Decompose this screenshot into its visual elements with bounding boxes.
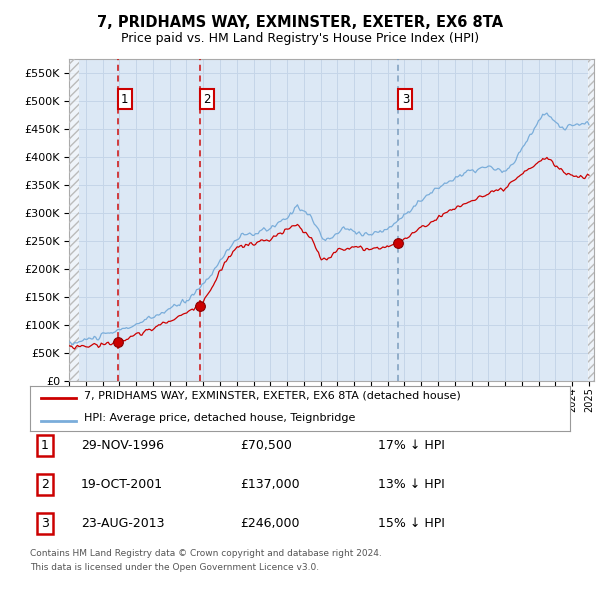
- Text: Contains HM Land Registry data © Crown copyright and database right 2024.: Contains HM Land Registry data © Crown c…: [30, 549, 382, 558]
- Text: 23-AUG-2013: 23-AUG-2013: [81, 517, 164, 530]
- Text: Price paid vs. HM Land Registry's House Price Index (HPI): Price paid vs. HM Land Registry's House …: [121, 32, 479, 45]
- Text: This data is licensed under the Open Government Licence v3.0.: This data is licensed under the Open Gov…: [30, 563, 319, 572]
- Text: HPI: Average price, detached house, Teignbridge: HPI: Average price, detached house, Teig…: [84, 413, 355, 422]
- Text: £70,500: £70,500: [240, 439, 292, 452]
- Bar: [587, 59, 594, 381]
- Bar: [69, 59, 79, 381]
- Text: 7, PRIDHAMS WAY, EXMINSTER, EXETER, EX6 8TA (detached house): 7, PRIDHAMS WAY, EXMINSTER, EXETER, EX6 …: [84, 391, 461, 401]
- Text: £246,000: £246,000: [240, 517, 299, 530]
- Text: 1: 1: [41, 439, 49, 452]
- Text: 17% ↓ HPI: 17% ↓ HPI: [378, 439, 445, 452]
- Bar: [587, 59, 594, 381]
- Text: 1: 1: [121, 93, 128, 106]
- Text: 2: 2: [41, 478, 49, 491]
- Text: 15% ↓ HPI: 15% ↓ HPI: [378, 517, 445, 530]
- Text: 7, PRIDHAMS WAY, EXMINSTER, EXETER, EX6 8TA: 7, PRIDHAMS WAY, EXMINSTER, EXETER, EX6 …: [97, 15, 503, 30]
- Text: 29-NOV-1996: 29-NOV-1996: [81, 439, 164, 452]
- Text: £137,000: £137,000: [240, 478, 299, 491]
- Bar: [69, 59, 79, 381]
- Text: 13% ↓ HPI: 13% ↓ HPI: [378, 478, 445, 491]
- Text: 19-OCT-2001: 19-OCT-2001: [81, 478, 163, 491]
- Text: 2: 2: [203, 93, 211, 106]
- Text: 3: 3: [41, 517, 49, 530]
- Text: 3: 3: [402, 93, 409, 106]
